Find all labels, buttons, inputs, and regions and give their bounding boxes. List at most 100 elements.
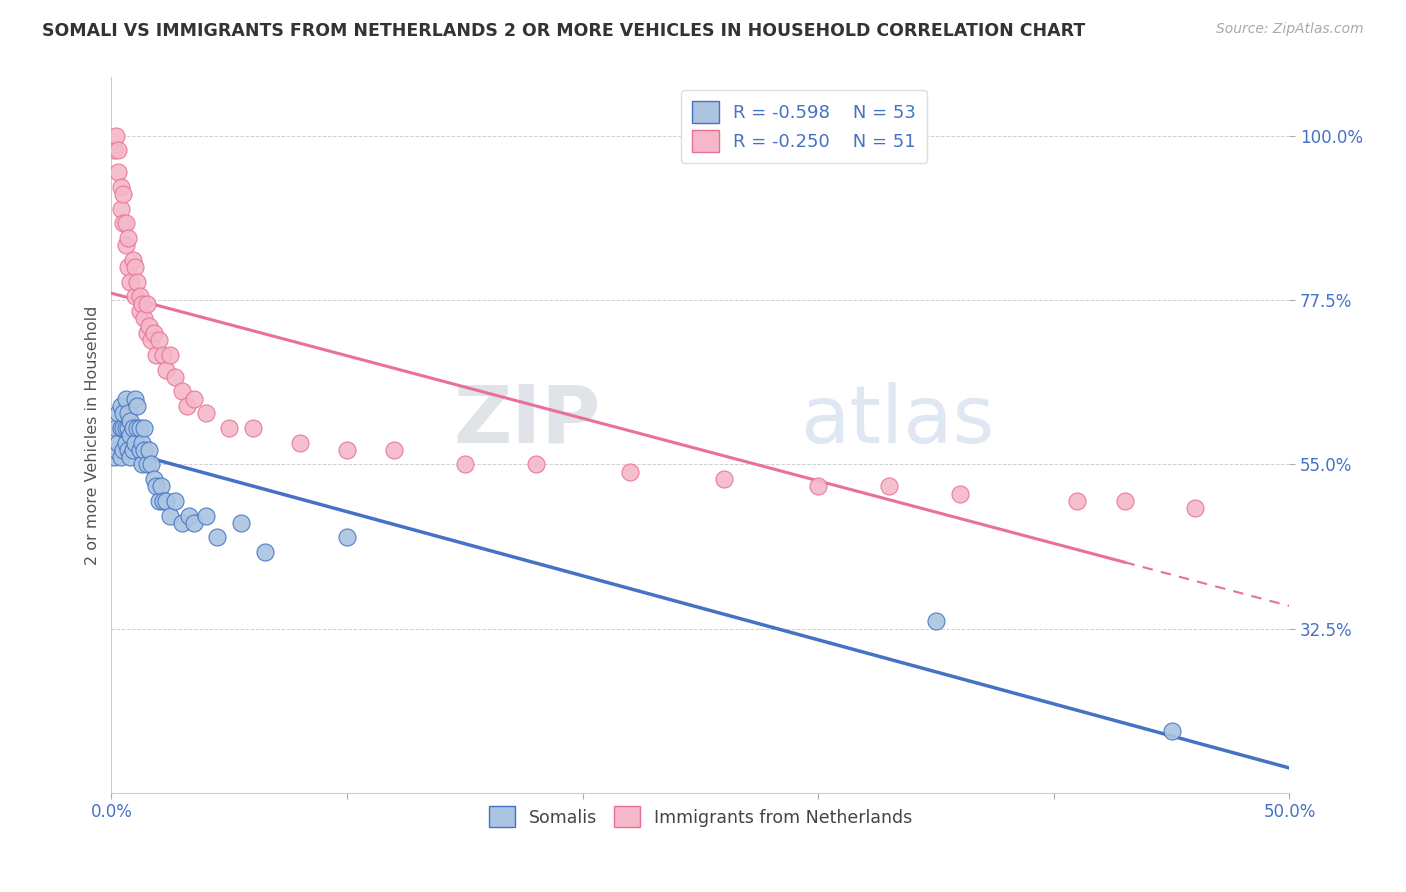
Point	[131, 435, 153, 450]
Point	[135, 297, 157, 311]
Point	[114, 421, 136, 435]
Point	[117, 231, 139, 245]
Point	[172, 516, 194, 530]
Point	[145, 479, 167, 493]
Point	[127, 275, 149, 289]
Point	[103, 450, 125, 464]
Point	[336, 442, 359, 457]
Point	[114, 392, 136, 406]
Point	[925, 615, 948, 629]
Point	[120, 275, 142, 289]
Point	[110, 399, 132, 413]
Point	[131, 297, 153, 311]
Point	[207, 531, 229, 545]
Point	[128, 289, 150, 303]
Point	[183, 516, 205, 530]
Point	[112, 187, 135, 202]
Point	[148, 334, 170, 348]
Point	[120, 414, 142, 428]
Point	[107, 165, 129, 179]
Point	[112, 217, 135, 231]
Point	[117, 442, 139, 457]
Point	[336, 531, 359, 545]
Point	[218, 421, 240, 435]
Point	[155, 362, 177, 376]
Point	[142, 472, 165, 486]
Point	[138, 442, 160, 457]
Point	[454, 458, 477, 472]
Point	[131, 458, 153, 472]
Point	[713, 472, 735, 486]
Point	[142, 326, 165, 340]
Point	[110, 180, 132, 194]
Point	[124, 289, 146, 303]
Point	[1066, 494, 1088, 508]
Point	[159, 348, 181, 362]
Point	[135, 326, 157, 340]
Point	[117, 406, 139, 420]
Point	[183, 392, 205, 406]
Point	[112, 421, 135, 435]
Point	[120, 450, 142, 464]
Point	[128, 442, 150, 457]
Point	[105, 128, 128, 143]
Point	[141, 458, 163, 472]
Point	[114, 238, 136, 252]
Point	[124, 260, 146, 275]
Point	[155, 494, 177, 508]
Point	[112, 442, 135, 457]
Point	[194, 406, 217, 420]
Point	[807, 479, 830, 493]
Point	[110, 421, 132, 435]
Text: Source: ZipAtlas.com: Source: ZipAtlas.com	[1216, 22, 1364, 37]
Point	[103, 144, 125, 158]
Point	[152, 494, 174, 508]
Point	[107, 406, 129, 420]
Point	[112, 406, 135, 420]
Legend: Somalis, Immigrants from Netherlands: Somalis, Immigrants from Netherlands	[482, 799, 920, 834]
Point	[145, 348, 167, 362]
Point	[105, 442, 128, 457]
Point	[877, 479, 900, 493]
Point	[1184, 501, 1206, 516]
Text: SOMALI VS IMMIGRANTS FROM NETHERLANDS 2 OR MORE VEHICLES IN HOUSEHOLD CORRELATIO: SOMALI VS IMMIGRANTS FROM NETHERLANDS 2 …	[42, 22, 1085, 40]
Point	[163, 369, 186, 384]
Point	[124, 392, 146, 406]
Point	[176, 399, 198, 413]
Point	[117, 421, 139, 435]
Text: atlas: atlas	[800, 382, 995, 460]
Point	[229, 516, 252, 530]
Point	[194, 508, 217, 523]
Point	[1114, 494, 1136, 508]
Point	[134, 311, 156, 326]
Point	[288, 435, 311, 450]
Point	[114, 217, 136, 231]
Point	[135, 458, 157, 472]
Point	[110, 202, 132, 216]
Point	[117, 260, 139, 275]
Point	[127, 421, 149, 435]
Point	[127, 399, 149, 413]
Point	[105, 421, 128, 435]
Point	[107, 435, 129, 450]
Point	[949, 486, 972, 500]
Point	[1160, 723, 1182, 738]
Point	[120, 428, 142, 442]
Point	[134, 442, 156, 457]
Point	[134, 421, 156, 435]
Text: ZIP: ZIP	[453, 382, 600, 460]
Point	[163, 494, 186, 508]
Point	[253, 545, 276, 559]
Point	[121, 421, 143, 435]
Point	[107, 144, 129, 158]
Point	[619, 465, 641, 479]
Point	[152, 348, 174, 362]
Point	[149, 479, 172, 493]
Point	[242, 421, 264, 435]
Point	[138, 318, 160, 333]
Point	[179, 508, 201, 523]
Point	[524, 458, 547, 472]
Point	[159, 508, 181, 523]
Point	[148, 494, 170, 508]
Point	[110, 450, 132, 464]
